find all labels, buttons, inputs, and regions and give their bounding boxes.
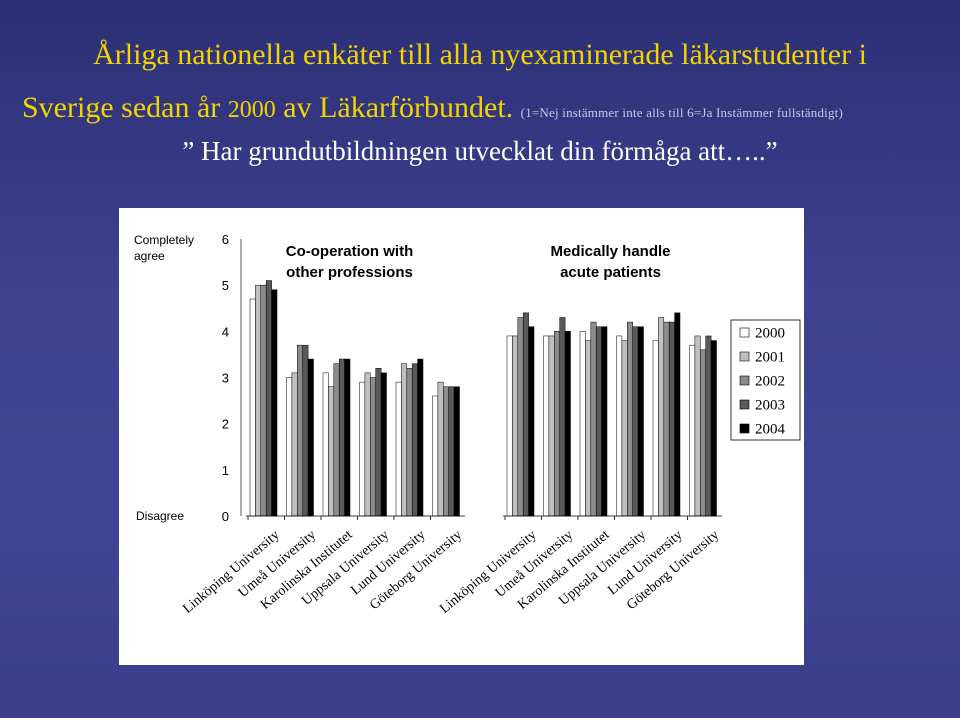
legend-label: 2001: [755, 350, 785, 366]
y-top-label: Completely agree: [134, 233, 194, 263]
bar: [689, 344, 696, 517]
y-tick-label: 5: [222, 278, 229, 293]
bar: [522, 312, 529, 517]
slide-subtitle: Sverige sedan år 2000 av Läkarförbundet.…: [22, 93, 952, 123]
bar: [448, 386, 455, 517]
bar: [302, 344, 309, 517]
legend-swatch: [739, 399, 750, 410]
bar: [668, 321, 675, 517]
bar: [260, 284, 267, 517]
legend-swatch: [739, 423, 750, 434]
chart-panel: 0 1 2 3 4 5 6 Completely agree Disagree Co-operati…: [119, 208, 804, 665]
bar: [286, 377, 293, 517]
bar: [658, 317, 665, 517]
legend-label: 2000: [755, 326, 785, 342]
bar: [417, 358, 424, 517]
bar: [705, 335, 712, 517]
legend-label: 2003: [755, 398, 785, 414]
legend-swatch: [739, 375, 750, 386]
bar-chart: 0 1 2 3 4 5 6 Completely agree Disagree Co-operati…: [134, 232, 801, 617]
bar: [437, 381, 444, 517]
bar: [333, 363, 340, 517]
survey-question: ” Har grundutbildningen utvecklat din fö…: [182, 136, 778, 166]
bar: [395, 381, 402, 517]
y-tick-label: 3: [222, 371, 229, 386]
bar: [328, 386, 335, 517]
bar: [338, 358, 345, 517]
bar: [585, 340, 592, 517]
bar: [512, 335, 519, 517]
bar: [375, 368, 382, 517]
bar: [265, 280, 272, 517]
bar: [297, 344, 303, 517]
bar: [632, 326, 639, 517]
bar: [411, 363, 418, 517]
bar: [579, 331, 586, 517]
bar: [380, 372, 387, 517]
group-title: Medically handle acute patients: [550, 243, 670, 281]
bar: [627, 321, 633, 517]
bar: [271, 289, 278, 517]
slide-title-line2-b: av Läkarförbundet.: [275, 91, 514, 124]
y-tick-label: 2: [222, 417, 229, 432]
bar: [249, 298, 256, 517]
bar: [710, 340, 717, 517]
bar: [322, 372, 329, 517]
bar: [443, 386, 449, 517]
bar: [601, 326, 608, 517]
bar: [543, 335, 550, 517]
y-tick-label: 0: [222, 509, 229, 524]
bar: [370, 377, 376, 517]
legend-label: 2004: [755, 422, 786, 438]
bar: [590, 321, 597, 517]
slide-title: Årliga nationella enkäter till alla nyex…: [0, 40, 960, 70]
bar: [255, 284, 262, 517]
bar: [528, 326, 535, 517]
y-bottom-label: Disagree: [136, 509, 184, 523]
legend-swatch: [739, 327, 750, 338]
group-title: Co-operation with other professions: [286, 243, 414, 281]
legend-swatch: [739, 351, 750, 362]
bar: [621, 340, 628, 517]
bar: [674, 312, 681, 517]
bar: [637, 326, 644, 517]
y-tick-label: 6: [222, 232, 229, 247]
bar: [432, 395, 439, 517]
slide-title-line2-a: Sverige sedan år: [22, 91, 228, 124]
bar: [506, 335, 513, 517]
y-tick-label: 4: [222, 324, 229, 339]
bar: [364, 372, 371, 517]
bar: [595, 326, 602, 517]
bar: [307, 358, 314, 517]
y-tick-label: 1: [222, 463, 229, 478]
bar: [554, 331, 560, 517]
bar: [406, 368, 413, 517]
legend-label: 2002: [755, 374, 785, 390]
bar: [559, 317, 566, 517]
bar: [700, 349, 706, 517]
bar: [548, 335, 555, 517]
slide-title-year: 2000: [227, 97, 276, 123]
scale-note: (1=Nej instämmer inte alls till 6=Ja Ins…: [520, 105, 844, 120]
bar: [517, 317, 524, 517]
bar: [663, 321, 670, 517]
bar: [401, 363, 408, 517]
bar: [291, 372, 298, 517]
bar: [359, 381, 366, 517]
bar: [344, 358, 351, 517]
bar: [652, 340, 659, 517]
bar: [453, 386, 460, 517]
bar: [694, 335, 701, 517]
slide-title-line1: Årliga nationella enkäter till alla nyex…: [93, 38, 867, 71]
bar: [564, 331, 571, 517]
bar: [616, 335, 623, 517]
